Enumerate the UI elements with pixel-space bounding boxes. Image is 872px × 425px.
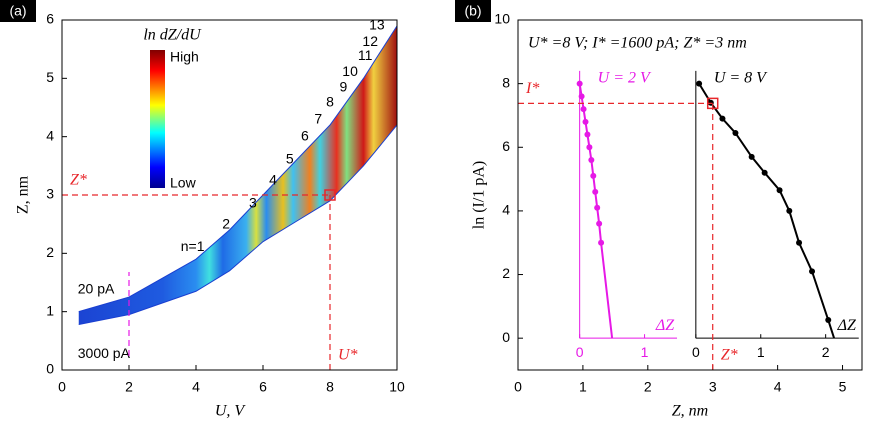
point [584, 131, 591, 138]
x-tick-label: 4 [774, 379, 782, 395]
inset-tick-label: 0 [692, 344, 700, 360]
curve [698, 83, 836, 339]
point [776, 187, 783, 194]
plot-frame [517, 19, 863, 371]
point [748, 153, 755, 160]
reference-label: I* [525, 80, 539, 97]
point [598, 239, 605, 246]
x-tick-label: 2 [644, 379, 652, 395]
panel-label-box [0, 0, 36, 22]
band-edge [78, 124, 398, 325]
point [732, 129, 739, 136]
operating-point [706, 97, 719, 110]
x-tick-label: 1 [579, 379, 587, 395]
colorbar-high: High [170, 49, 199, 65]
point [586, 144, 593, 151]
mode-label: 2 [222, 215, 230, 231]
inset-tick-label: 1 [641, 344, 649, 360]
point [590, 172, 597, 179]
mode-label: 13 [369, 17, 385, 33]
x-tick-label: 2 [125, 379, 133, 395]
reference-label: U* [338, 347, 358, 364]
mode-label: 6 [301, 127, 309, 143]
mode-label: 11 [358, 47, 373, 63]
x-axis-label: Z, nm [672, 403, 708, 420]
point [588, 157, 595, 163]
point [809, 268, 816, 275]
point [578, 93, 585, 100]
x-tick-label: 8 [326, 379, 334, 395]
series-label: U = 8 V [714, 70, 768, 87]
y-axis-label: ln (I/1 pA) [471, 161, 488, 229]
point [582, 118, 589, 125]
inset-tick-label: 0 [576, 344, 584, 360]
point [786, 207, 793, 214]
point [576, 80, 583, 87]
point [592, 188, 599, 195]
x-tick-label: 6 [259, 379, 267, 395]
operating-point [324, 189, 336, 201]
series-label: 3000 pA [78, 345, 131, 361]
colorbar [150, 50, 165, 188]
reference-label: Z* [721, 347, 738, 364]
panel-label-box [455, 0, 491, 22]
x-tick-label: 10 [389, 379, 405, 395]
point [796, 239, 803, 246]
y-tick-label: 4 [46, 127, 54, 143]
series-label: 20 pA [78, 280, 115, 296]
y-tick-label: 2 [46, 244, 54, 260]
mode-label: 4 [269, 172, 277, 188]
plot-frame [61, 19, 398, 371]
series-label: U = 2 V [598, 70, 652, 87]
mode-label: 12 [362, 33, 378, 49]
y-tick-label: 1 [46, 302, 54, 318]
panel-label: (b) [464, 3, 481, 19]
y-tick-label: 10 [494, 11, 510, 27]
y-tick-label: 8 [502, 74, 510, 90]
mode-label: 8 [326, 94, 334, 110]
inset-tick-label: 1 [757, 344, 765, 360]
inset-axis-label: ΔZ [655, 317, 675, 334]
point [719, 115, 726, 122]
y-tick-label: 0 [502, 329, 510, 345]
y-axis-label: Z, nm [15, 175, 32, 214]
mode-label: 7 [314, 110, 322, 126]
reference-label: Z* [70, 172, 87, 189]
mode-label: 9 [340, 78, 348, 94]
inset-axis-label: ΔZ [837, 317, 857, 334]
point [594, 204, 601, 211]
x-axis-label: U, V [215, 403, 247, 420]
y-tick-label: 2 [502, 265, 510, 281]
mode-label: 10 [342, 63, 358, 79]
colorbar-title: ln dZ/dU [143, 27, 202, 44]
inset-tick-label: 2 [822, 344, 830, 360]
subtitle: U* =8 V; I* =1600 pA; Z* =3 nm [528, 35, 747, 52]
point [761, 169, 768, 176]
point [825, 317, 832, 324]
x-tick-label: 5 [839, 379, 847, 395]
point [696, 80, 703, 87]
x-tick-label: 4 [192, 379, 200, 395]
y-tick-label: 5 [46, 69, 54, 85]
y-tick-label: 6 [46, 11, 54, 27]
y-tick-label: 0 [46, 361, 54, 377]
mode-label: n=1 [181, 238, 205, 254]
mode-label: 5 [286, 151, 294, 167]
point [580, 106, 587, 113]
x-tick-label: 0 [514, 379, 522, 395]
y-tick-label: 4 [502, 202, 510, 218]
mode-label: 3 [249, 194, 257, 210]
x-tick-label: 3 [709, 379, 717, 395]
y-tick-label: 3 [46, 186, 54, 202]
panel-label: (a) [9, 3, 26, 19]
point [596, 220, 603, 227]
colorbar-low: Low [170, 175, 197, 191]
band [78, 25, 397, 325]
y-tick-label: 6 [502, 138, 510, 154]
x-tick-label: 0 [58, 379, 66, 395]
